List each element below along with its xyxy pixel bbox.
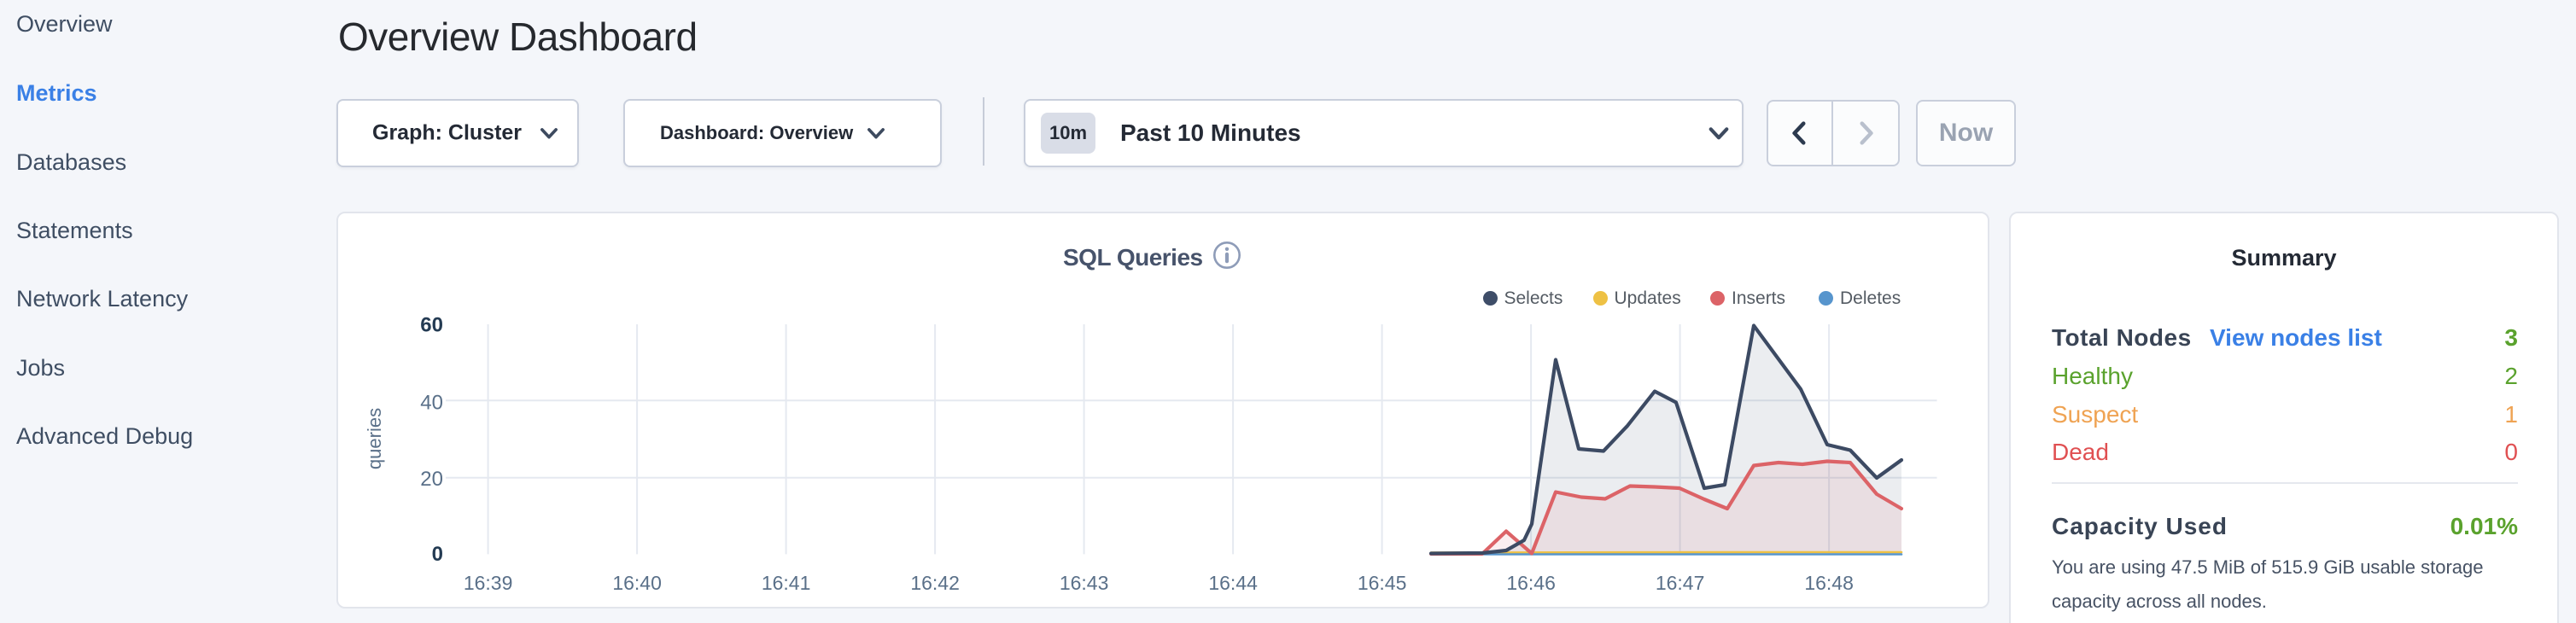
svg-text:16:40: 16:40 — [612, 572, 662, 594]
svg-text:queries: queries — [364, 408, 385, 469]
svg-text:20: 20 — [420, 468, 443, 491]
svg-text:16:41: 16:41 — [762, 572, 811, 594]
svg-text:16:46: 16:46 — [1506, 572, 1556, 594]
svg-text:16:42: 16:42 — [910, 572, 960, 594]
svg-text:16:48: 16:48 — [1804, 572, 1854, 594]
svg-text:16:43: 16:43 — [1060, 572, 1109, 594]
svg-text:0: 0 — [432, 543, 443, 566]
svg-text:16:45: 16:45 — [1358, 572, 1407, 594]
svg-text:60: 60 — [420, 314, 443, 337]
svg-text:40: 40 — [420, 392, 443, 415]
svg-text:16:44: 16:44 — [1208, 572, 1258, 594]
svg-text:16:39: 16:39 — [464, 572, 513, 594]
svg-text:16:47: 16:47 — [1656, 572, 1705, 594]
